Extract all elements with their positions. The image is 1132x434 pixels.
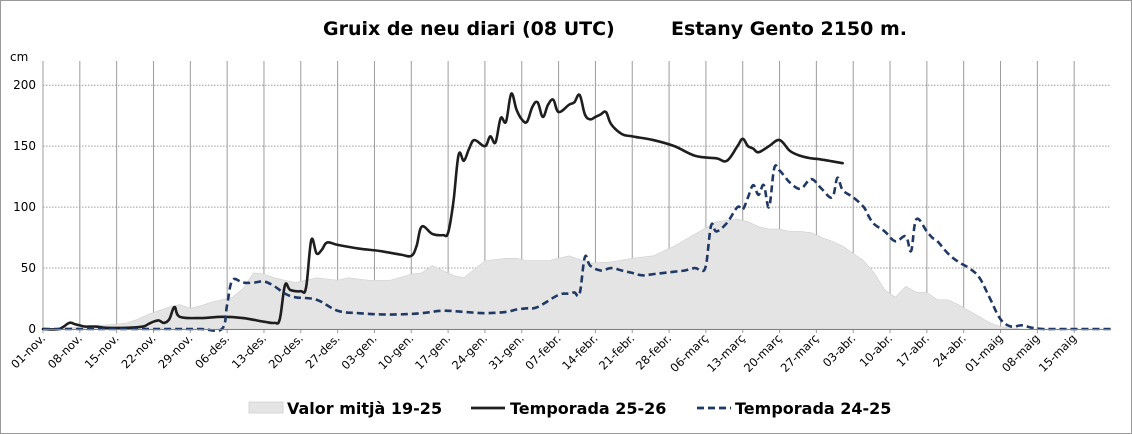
series-area-valor-mitja bbox=[42, 218, 1111, 330]
x-tick-label: 03-gen. bbox=[338, 331, 379, 372]
horizontal-gridlines bbox=[43, 84, 1111, 269]
legend-label: Temporada 25-26 bbox=[510, 399, 666, 418]
x-tick-label: 20-des. bbox=[266, 331, 306, 371]
x-tick-label: 29-nov. bbox=[155, 331, 195, 371]
x-axis-ticks: 01-nov.08-nov.15-nov.22-nov.29-nov.06-de… bbox=[8, 331, 1079, 375]
x-tick-label: 31-gen. bbox=[486, 331, 527, 372]
series-line-temporada-25-26 bbox=[41, 92, 844, 331]
x-tick-label: 24-gen. bbox=[449, 331, 490, 372]
x-tick-label: 03-abr. bbox=[820, 331, 859, 370]
y-tick-label: 150 bbox=[13, 139, 36, 153]
legend: Valor mitjà 19-25 Temporada 25-26 Temporad… bbox=[248, 399, 891, 418]
x-tick-label: 10-abr. bbox=[857, 331, 896, 370]
y-tick-label: 0 bbox=[28, 322, 36, 336]
x-tick-label: 13-març bbox=[704, 331, 748, 375]
chart-title: Gruix de neu diari (08 UTC) bbox=[323, 18, 615, 40]
x-tick-label: 21-febr. bbox=[596, 331, 637, 372]
y-tick-label: 100 bbox=[13, 200, 36, 214]
x-tick-label: 10-gen. bbox=[375, 331, 416, 372]
x-tick-label: 08-nov. bbox=[45, 331, 85, 371]
x-tick-label: 15-maig bbox=[1036, 331, 1080, 375]
x-tick-label: 13-des. bbox=[229, 331, 269, 371]
x-tick-label: 01-maig bbox=[962, 331, 1006, 375]
chart-subtitle: Estany Gento 2150 m. bbox=[671, 18, 907, 40]
x-tick-label: 01-nov. bbox=[8, 331, 48, 371]
x-tick-label: 22-nov. bbox=[119, 331, 159, 371]
x-tick-label: 20-març bbox=[741, 331, 785, 375]
y-tick-label: 50 bbox=[21, 261, 36, 275]
x-tick-label: 07-febr. bbox=[522, 331, 563, 372]
x-tick-label: 06-des. bbox=[192, 331, 232, 371]
y-axis-unit-label: cm bbox=[10, 50, 28, 64]
x-tick-label: 06-març bbox=[667, 331, 711, 375]
y-axis-ticks: 0 50 100 150 200 bbox=[13, 78, 36, 336]
x-tick-label: 17-gen. bbox=[412, 331, 453, 372]
y-tick-label: 200 bbox=[13, 78, 36, 92]
series-line-temporada-24-25 bbox=[43, 164, 1111, 333]
x-tick-label: 27-des. bbox=[303, 331, 343, 371]
legend-swatch-area bbox=[248, 401, 284, 414]
series-layer bbox=[41, 92, 1111, 333]
x-tick-label: 17-abr. bbox=[893, 331, 932, 370]
legend-label: Temporada 24-25 bbox=[735, 399, 891, 418]
x-tick-label: 27-març bbox=[778, 331, 822, 375]
x-tick-label: 08-maig bbox=[999, 331, 1043, 375]
x-tick-label: 14-febr. bbox=[559, 331, 600, 372]
legend-label: Valor mitjà 19-25 bbox=[287, 399, 442, 418]
x-tick-label: 15-nov. bbox=[82, 331, 122, 371]
